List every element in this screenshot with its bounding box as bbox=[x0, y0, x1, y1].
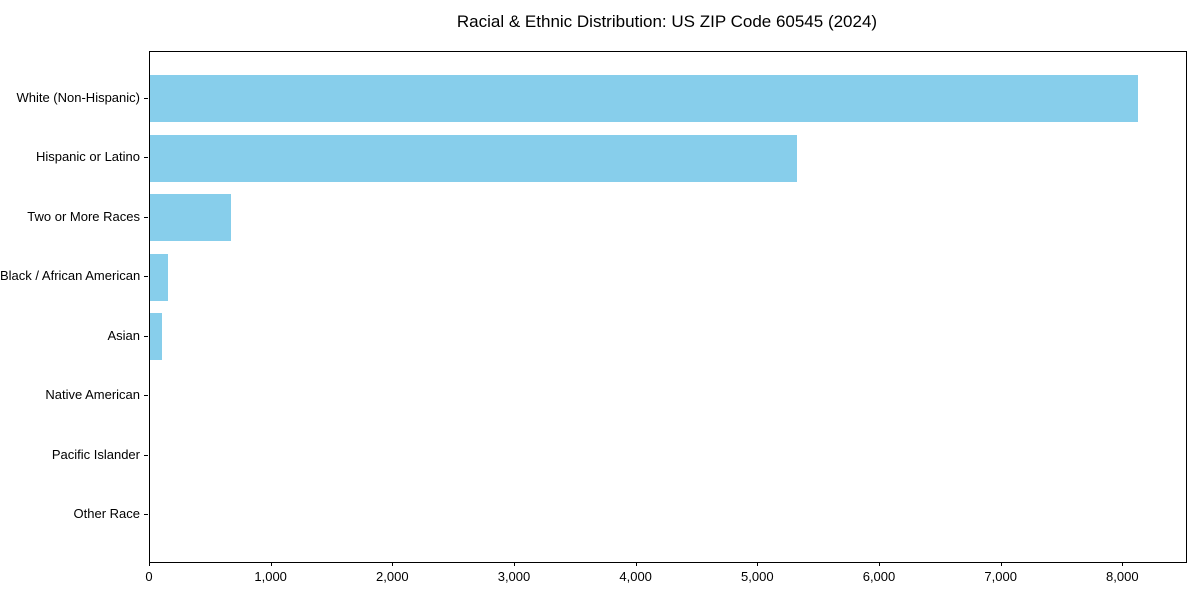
y-tick-mark bbox=[144, 276, 148, 278]
x-tick-mark bbox=[392, 562, 394, 566]
x-tick-mark bbox=[635, 562, 637, 566]
y-tick-label: White (Non-Hispanic) bbox=[16, 89, 140, 105]
x-tick-label: 0 bbox=[145, 569, 153, 584]
x-tick-label: 8,000 bbox=[1106, 569, 1139, 584]
y-tick-mark bbox=[144, 395, 148, 397]
x-tick-mark bbox=[270, 562, 272, 566]
x-tick-mark bbox=[1122, 562, 1124, 566]
y-tick-label: Native American bbox=[45, 387, 140, 403]
y-tick-label: Two or More Races bbox=[27, 208, 140, 224]
x-tick-label: 6,000 bbox=[862, 569, 896, 584]
y-tick-mark bbox=[144, 335, 148, 337]
bar bbox=[150, 313, 163, 361]
y-tick-mark bbox=[144, 216, 148, 218]
y-tick-label: Asian bbox=[107, 327, 140, 343]
x-tick-mark bbox=[1000, 562, 1002, 566]
x-tick-label: 4,000 bbox=[619, 569, 652, 584]
y-tick-label: Other Race bbox=[73, 506, 140, 522]
y-tick-label: Hispanic or Latino bbox=[35, 149, 140, 165]
x-tick-label: 7,000 bbox=[984, 569, 1017, 584]
y-tick-mark bbox=[144, 454, 148, 456]
y-tick-mark bbox=[144, 514, 148, 516]
x-tick-mark bbox=[149, 562, 150, 566]
chart-title: Racial & Ethnic Distribution: US ZIP Cod… bbox=[456, 12, 878, 31]
bar bbox=[150, 194, 231, 242]
x-tick-label: 1,000 bbox=[254, 569, 287, 584]
bar bbox=[150, 134, 798, 182]
x-tick-mark bbox=[514, 562, 515, 566]
y-tick-mark bbox=[144, 97, 148, 99]
x-tick-mark bbox=[757, 562, 759, 566]
y-tick-mark bbox=[144, 157, 148, 159]
x-tick-mark bbox=[879, 562, 880, 566]
bar bbox=[150, 75, 1138, 123]
x-tick-label: 2,000 bbox=[376, 569, 409, 584]
plot-area bbox=[149, 51, 1187, 563]
y-tick-label: Pacific Islander bbox=[51, 446, 140, 462]
x-tick-label: 3,000 bbox=[497, 569, 531, 584]
bar bbox=[150, 253, 168, 301]
x-tick-label: 5,000 bbox=[741, 569, 774, 584]
y-tick-label: Black / African American bbox=[0, 268, 141, 284]
